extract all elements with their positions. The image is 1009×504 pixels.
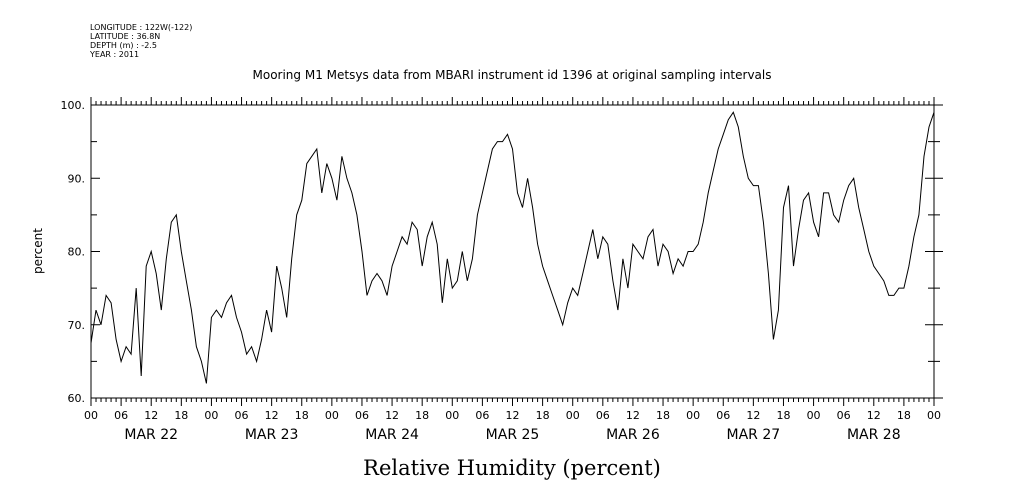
x-tick-label: 06 (355, 409, 369, 422)
x-tick-label: 00 (566, 409, 580, 422)
x-tick-label: 06 (475, 409, 489, 422)
x-tick-label: 12 (626, 409, 640, 422)
x-tick-label: 12 (867, 409, 881, 422)
day-label: MAR 24 (365, 427, 419, 443)
day-label: MAR 28 (847, 427, 901, 443)
x-tick-label: 18 (776, 409, 790, 422)
longitude-text: LONGITUDE : 122W(-122) (90, 23, 192, 32)
x-tick-label: 12 (506, 409, 520, 422)
x-tick-label: 06 (235, 409, 249, 422)
x-tick-label: 06 (716, 409, 730, 422)
y-tick-label: 70. (68, 319, 86, 332)
humidity-series-line (90, 111, 935, 384)
x-tick-label: 12 (265, 409, 279, 422)
day-label: MAR 23 (245, 427, 299, 443)
x-tick-label: 00 (204, 409, 218, 422)
x-tick-label: 12 (746, 409, 760, 422)
day-label: MAR 22 (124, 427, 178, 443)
x-tick-label: 18 (897, 409, 911, 422)
x-axis-label: Relative Humidity (percent) (363, 456, 661, 480)
x-tick-label: 00 (445, 409, 459, 422)
x-tick-label: 00 (686, 409, 700, 422)
x-tick-labels: 00 06 12 18 00 06 12 18 00 06 12 18 00 06 12 18 00 06 12 18… (84, 409, 941, 422)
day-labels: MAR 22 MAR 23 MAR 24 MAR 25 MAR 26 MAR 27 MAR … (124, 427, 900, 443)
x-tick-label: 06 (837, 409, 851, 422)
x-tick-label: 00 (927, 409, 941, 422)
x-tick-label: 00 (325, 409, 339, 422)
day-label: MAR 25 (486, 427, 540, 443)
x-tick-label: 18 (536, 409, 550, 422)
latitude-text: LATITUDE : 36.8N (90, 32, 160, 41)
y-axis-label: percent (31, 228, 45, 274)
x-tick-label: 06 (596, 409, 610, 422)
x-tick-label: 18 (415, 409, 429, 422)
x-tick-label: 00 (807, 409, 821, 422)
x-tick-label: 12 (144, 409, 158, 422)
year-text: YEAR : 2011 (89, 50, 139, 59)
x-tick-label: 12 (385, 409, 399, 422)
y-tick-labels: 60. 70. 80. 90. 100. (61, 99, 86, 405)
x-tick-label: 18 (174, 409, 188, 422)
depth-text: DEPTH (m) : -2.5 (90, 41, 157, 50)
day-label: MAR 26 (606, 427, 660, 443)
chart-title: Mooring M1 Metsys data from MBARI instru… (253, 68, 772, 82)
x-tick-label: 06 (114, 409, 128, 422)
y-tick-label: 100. (61, 99, 86, 112)
y-tick-label: 60. (68, 392, 86, 405)
metadata-block: LONGITUDE : 122W(-122) LATITUDE : 36.8N … (89, 23, 192, 59)
x-tick-label: 18 (656, 409, 670, 422)
day-label: MAR 27 (727, 427, 781, 443)
axis-ticks (90, 97, 943, 406)
y-tick-label: 90. (68, 172, 86, 185)
x-tick-label: 00 (84, 409, 98, 422)
y-tick-label: 80. (68, 246, 86, 259)
x-tick-label: 18 (295, 409, 309, 422)
